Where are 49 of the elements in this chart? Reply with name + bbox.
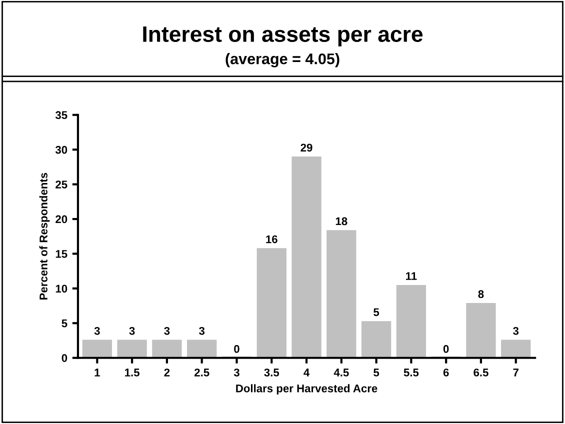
y-tick-label: 10	[56, 284, 68, 293]
x-tick-label: 1	[94, 368, 100, 376]
data-label: 18	[336, 217, 348, 226]
bar	[256, 248, 286, 358]
x-tick-label: 4	[304, 368, 310, 376]
x-tick-label: 3	[234, 368, 240, 376]
bar	[292, 156, 322, 358]
x-tick-label: 6	[443, 368, 449, 376]
data-label: 0	[234, 345, 240, 353]
x-axis-title: Dollars per Harvested Acre	[236, 384, 378, 395]
x-tick-label: 4.5	[334, 368, 349, 376]
bar	[117, 340, 147, 358]
bar	[361, 321, 392, 358]
x-tick-label: 6.5	[474, 368, 488, 376]
x-tick-label: 5	[374, 368, 380, 376]
data-label: 3	[513, 326, 519, 335]
x-tick-label: 2.5	[194, 368, 210, 376]
y-tick-label: 5	[62, 320, 68, 328]
data-label: 3	[164, 326, 170, 335]
bar	[82, 340, 112, 358]
y-tick-label: 30	[55, 146, 68, 154]
y-tick-label: 15	[56, 250, 68, 258]
x-tick-label: 7	[513, 368, 518, 376]
bar	[187, 340, 217, 358]
chart-title: Interest on assets per acre	[143, 26, 423, 46]
data-label: 0	[443, 345, 449, 353]
data-label: 3	[129, 326, 135, 335]
y-axis-title: Percent of Respondents	[39, 172, 50, 300]
bar	[466, 303, 496, 358]
data-label: 5	[374, 308, 380, 316]
bar	[501, 340, 531, 358]
y-tick-label: 25	[56, 180, 68, 188]
bar	[152, 340, 182, 358]
data-label: 8	[478, 290, 484, 298]
x-tick-label: 2	[164, 368, 170, 376]
x-tick-label: 1.5	[125, 368, 140, 376]
data-label: 11	[406, 272, 417, 280]
x-tick-label: 3.5	[264, 368, 280, 376]
y-tick-label: 20	[56, 215, 68, 224]
x-tick-label: 5.5	[404, 368, 419, 376]
data-label: 29	[300, 144, 312, 152]
chart-subtitle: (average = 4.05)	[226, 53, 340, 68]
data-label: 3	[199, 326, 205, 335]
data-label: 3	[94, 326, 100, 335]
bar	[326, 230, 356, 358]
y-tick-label: 0	[62, 354, 68, 362]
bar	[396, 284, 426, 358]
y-tick-label: 35	[55, 111, 68, 120]
data-label: 16	[266, 235, 278, 244]
